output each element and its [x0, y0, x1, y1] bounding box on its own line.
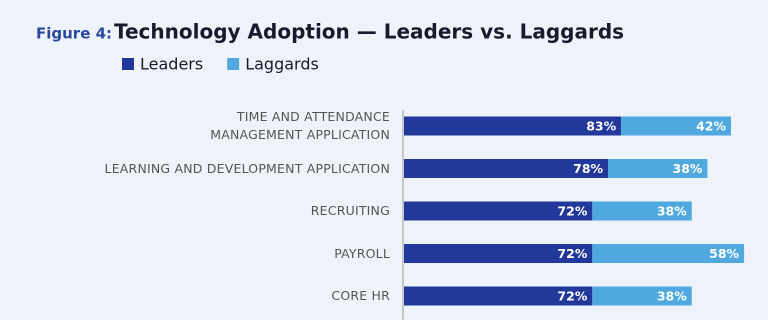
value-label: 38% [673, 161, 703, 176]
category-label: PAYROLL [334, 245, 390, 261]
value-label: 72% [557, 204, 587, 219]
category-label: LEARNING AND DEVELOPMENT APPLICATION [104, 160, 390, 176]
bar-segment [404, 244, 593, 263]
bar-segment [404, 201, 593, 221]
value-label: 38% [657, 204, 687, 219]
legend-label: Laggards [245, 55, 319, 74]
value-label: 42% [696, 119, 726, 134]
value-label: 83% [586, 119, 616, 134]
bar-segment [404, 116, 622, 136]
legend-swatch [227, 58, 240, 70]
bar-segment [592, 286, 692, 306]
category-label: TIME AND ATTENDANCE MANAGEMENT APPLICATI… [210, 109, 390, 142]
bar-segment [592, 244, 745, 263]
bar-segment [404, 286, 593, 306]
legend-swatch [122, 58, 134, 70]
value-label: 72% [557, 289, 587, 304]
value-label: 38% [657, 289, 687, 304]
figure-label: Figure 4: [36, 25, 112, 43]
bar-segment [608, 159, 708, 178]
bar-segment [592, 201, 692, 221]
value-label: 78% [573, 161, 603, 176]
value-label: 72% [557, 246, 587, 261]
value-label: 58% [709, 246, 739, 261]
category-label: RECRUITING [310, 203, 390, 218]
legend-label: Leaders [140, 55, 203, 74]
chart-title: Technology Adoption — Leaders vs. Laggar… [114, 20, 624, 44]
category-label: CORE HR [331, 288, 390, 303]
bar-segment [404, 159, 609, 178]
bar-segment [621, 116, 731, 136]
